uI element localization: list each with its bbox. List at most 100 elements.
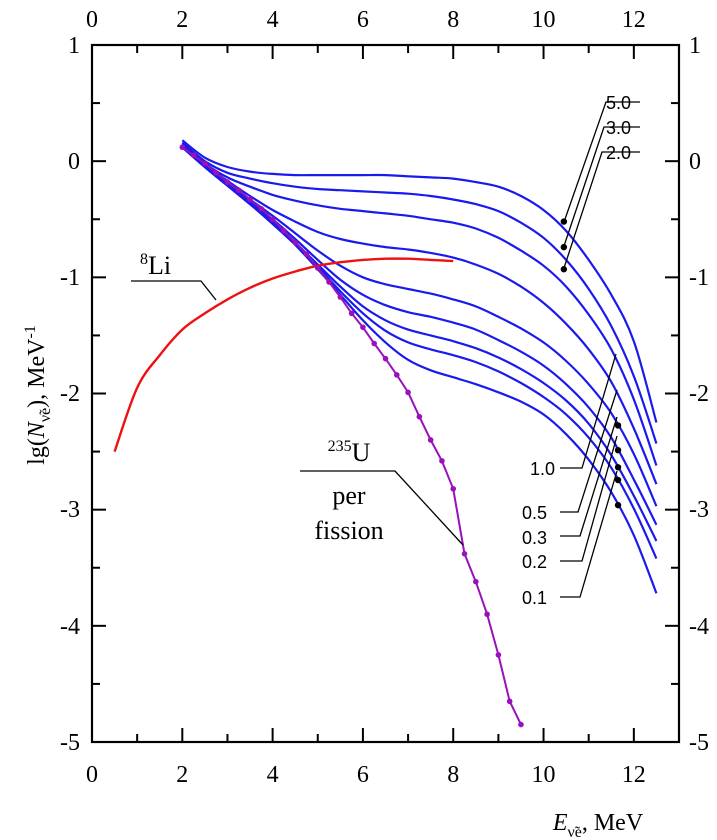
u235-point xyxy=(518,721,524,728)
u235-point xyxy=(427,437,434,443)
u235-curve xyxy=(181,146,522,726)
series-label-5-0: 5.0 xyxy=(606,93,631,113)
curve-marker-0-1 xyxy=(614,501,622,509)
li8-label-mass: 8 xyxy=(140,251,148,268)
y-tick-label-right: 1 xyxy=(689,33,701,59)
y-axis-label-prefix: lg( xyxy=(24,438,50,465)
x-tick-label: 10 xyxy=(532,762,556,788)
u235-point xyxy=(495,652,502,658)
y-tick-label-right: -1 xyxy=(689,265,709,291)
y-axis-label-subscript: ν̃e xyxy=(37,408,54,422)
u235-point xyxy=(405,389,411,396)
y-tick-label: 0 xyxy=(68,149,80,175)
series-leader-lines xyxy=(560,101,640,598)
y-tick-label: -5 xyxy=(60,730,80,756)
x-axis-label-symbol: E xyxy=(552,810,568,836)
x-tick-label: 2 xyxy=(176,762,188,788)
curve-marker-0-3 xyxy=(614,464,622,471)
x-tick-labels-top: 0 2 4 6 8 10 12 xyxy=(86,7,646,33)
curve-marker-3-0 xyxy=(560,243,568,251)
u235-point xyxy=(337,294,344,300)
x-tick-label-top: 8 xyxy=(447,7,459,33)
u235-point xyxy=(314,265,321,271)
x-tick-label-top: 12 xyxy=(622,7,646,33)
curve-marker-0-2 xyxy=(614,476,622,484)
u235-point xyxy=(269,216,276,223)
x-tick-label-top: 0 xyxy=(86,7,98,33)
family-curve-3-0 xyxy=(181,141,658,444)
u235-point xyxy=(179,144,186,151)
y-axis-label-exponent: -1 xyxy=(22,325,39,338)
u235-point xyxy=(190,152,197,159)
x-tick-label-top: 2 xyxy=(176,7,188,33)
u235-point xyxy=(303,251,310,257)
u235-label-mass: 235 xyxy=(328,438,352,455)
u235-point xyxy=(360,324,366,331)
x-tick-label: 0 xyxy=(86,762,98,788)
y-tick-label-right: -5 xyxy=(689,730,709,756)
u235-label: 235U xyxy=(328,438,371,467)
series-label-0-2: 0.2 xyxy=(522,552,547,572)
u235-label-per: per xyxy=(332,481,366,510)
x-tick-labels-bottom: 0 2 4 6 8 10 12 xyxy=(86,762,646,788)
u235-point xyxy=(281,228,287,234)
y-tick-label: -4 xyxy=(60,614,80,640)
u235-point xyxy=(416,413,423,420)
series-label-0-3: 0.3 xyxy=(522,528,547,548)
y-tick-label-right: -3 xyxy=(689,497,709,523)
u235-point xyxy=(506,698,513,705)
y-tick-label: -1 xyxy=(60,265,80,291)
series-label-0-5: 0.5 xyxy=(522,503,547,523)
u235-point xyxy=(202,160,208,167)
u235-point xyxy=(247,196,253,203)
series-label-2-0: 2.0 xyxy=(606,143,631,163)
y-axis-ticks xyxy=(92,44,679,743)
y-tick-labels-right: 1 0 -1 -2 -3 -4 -5 xyxy=(689,33,709,756)
li8-annotation: 8Li xyxy=(131,251,217,301)
u235-point xyxy=(461,551,468,557)
x-axis-ticks xyxy=(91,45,680,742)
y-axis-label-symbol: N xyxy=(24,420,50,439)
leader-line-0-5 xyxy=(560,389,618,513)
x-axis-label-subscript: ν̃e xyxy=(568,824,582,840)
curve-marker-1-0 xyxy=(614,422,622,429)
series-label-1-0: 1.0 xyxy=(530,459,555,479)
u235-annotation: 235U per fission xyxy=(300,438,464,546)
x-axis-label: Eν̃e, MeV xyxy=(552,810,644,840)
u235-point xyxy=(235,187,242,194)
leader-line-3-0 xyxy=(563,126,640,247)
li8-curve xyxy=(113,257,454,452)
y-axis-label-suffix: ), MeV xyxy=(24,338,50,408)
x-axis-label-unit: , MeV xyxy=(582,810,644,836)
u235-point xyxy=(348,310,355,317)
li8-label-element: Li xyxy=(148,251,171,280)
u235-point xyxy=(439,458,445,464)
u235-point xyxy=(450,485,457,492)
li8-label: 8Li xyxy=(140,251,171,280)
leader-line-2-0 xyxy=(563,151,640,269)
plot-frame xyxy=(90,43,681,744)
family-curve-unlabeled-3 xyxy=(181,144,658,485)
u235-point xyxy=(224,179,231,185)
u235-point xyxy=(258,205,265,212)
family-curve-2-0 xyxy=(181,142,658,466)
u235-leader-line xyxy=(300,470,464,546)
x-tick-label-top: 4 xyxy=(267,7,279,33)
y-tick-label-right: -4 xyxy=(689,614,709,640)
family-curve-1-0 xyxy=(181,145,658,507)
markers xyxy=(179,144,622,728)
y-tick-label-right: 0 xyxy=(689,149,701,175)
y-tick-label: 1 xyxy=(68,33,80,59)
series-labels: 5.0 3.0 2.0 1.0 0.5 0.3 0.2 0.1 xyxy=(522,93,631,608)
u235-point xyxy=(393,372,400,378)
curves xyxy=(113,139,658,726)
x-tick-label-top: 6 xyxy=(357,7,369,33)
u235-point xyxy=(213,169,219,176)
x-tick-label: 6 xyxy=(357,762,369,788)
u235-point xyxy=(371,340,378,347)
y-tick-label: -3 xyxy=(60,497,80,523)
u235-point xyxy=(382,355,389,362)
y-tick-labels-left: 1 0 -1 -2 -3 -4 -5 xyxy=(60,33,80,756)
family-curve-5-0 xyxy=(181,139,658,423)
